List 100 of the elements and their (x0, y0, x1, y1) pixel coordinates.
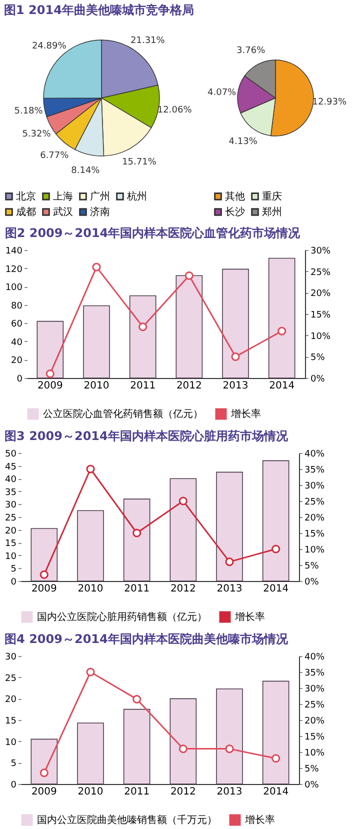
y2-tick-label: 15% (304, 732, 325, 742)
y-tick-label: 20 (5, 526, 17, 536)
y2-tick-label: 10% (310, 332, 331, 342)
y2-tick-label: 0% (304, 780, 320, 790)
legend-label: 增长率 (230, 408, 261, 420)
bar (170, 698, 197, 784)
y2-tick-label: 20% (304, 716, 325, 726)
bar (216, 688, 243, 784)
legend-label: 济南 (90, 206, 110, 218)
y-tick-label: 50 (5, 450, 17, 460)
y-tick-label: 15 (5, 716, 16, 726)
y-tick-label: 10 (5, 552, 17, 562)
legend-label: 武汉 (53, 206, 73, 218)
chart-title: 图4 2009～2014年国内样本医院曲美他嗪市场情况 (4, 632, 289, 646)
x-tick-label: 2012 (170, 584, 196, 594)
point (40, 768, 48, 778)
x-tick-label: 2013 (216, 584, 242, 594)
legend-label: 增长率 (244, 814, 275, 826)
y-tick-label: 5 (10, 759, 16, 770)
bar (216, 472, 243, 582)
data-label: 5.18% (14, 106, 44, 116)
x-tick-label: 2010 (84, 380, 110, 392)
y-tick-label: 30 (5, 500, 17, 511)
bar (262, 460, 290, 582)
y2-tick-label: 35% (304, 466, 325, 476)
x-tick-label: 2010 (78, 786, 104, 798)
y2-tick-label: 5% (304, 764, 320, 774)
y-tick-label: 0 (16, 374, 23, 384)
x-tick-label: 2014 (263, 786, 289, 798)
legend-label: 重庆 (262, 190, 282, 202)
legend-label: 杭州 (126, 190, 147, 202)
x-tick-label: 2012 (170, 786, 196, 798)
y2-tick-label: 0% (304, 578, 320, 588)
data-label: 4.07% (208, 88, 237, 98)
y2-tick-label: 30% (304, 684, 325, 694)
y2-tick-label: 20% (310, 289, 331, 300)
y-tick-label: 120 (5, 264, 23, 275)
point (231, 352, 240, 361)
data-label: 21.31% (130, 36, 166, 46)
bar (36, 320, 64, 378)
y2-tick-label: 5% (304, 562, 320, 572)
y-tick-label: 0 (10, 578, 17, 588)
data-label: 8.14% (71, 166, 100, 176)
y2-tick-label: 10% (304, 546, 325, 556)
y-tick-label: 10 (5, 738, 17, 748)
data-label: 4.13% (228, 137, 258, 148)
legend-label: 国内公立医院曲美他嗪销售额（千万元） (37, 814, 217, 826)
chart-title: 图1 2014年曲美他嗪城市竞争格局 (4, 3, 194, 17)
point (178, 744, 188, 754)
chart-title: 图2 2009～2014年国内样本医院心血管化药市场情况 (4, 226, 302, 240)
point (225, 558, 234, 566)
point (92, 262, 101, 272)
bar (176, 275, 203, 378)
legend-label: 增长率 (234, 611, 265, 623)
bar (77, 722, 104, 784)
point (86, 668, 95, 676)
y2-tick-label: 10% (304, 748, 325, 758)
y2-tick-label: 15% (304, 530, 325, 540)
bar (30, 738, 58, 784)
y-tick-label: 25 (5, 514, 16, 524)
y-tick-label: 15 (5, 539, 16, 550)
point (46, 369, 54, 378)
y2-tick-label: 0% (310, 374, 326, 384)
y-tick-label: 140 (5, 246, 23, 256)
x-tick-label: 2013 (216, 786, 242, 798)
y2-tick-label: 25% (304, 498, 325, 508)
y-tick-label: 30 (5, 652, 17, 662)
y-tick-label: 0 (10, 780, 17, 790)
data-label: 12.06% (157, 106, 192, 116)
point (178, 496, 188, 506)
legend-label: 广州 (90, 190, 110, 202)
bar (170, 478, 197, 582)
y-tick-label: 40 (5, 475, 17, 486)
x-tick-label: 2011 (124, 584, 150, 594)
point (278, 326, 286, 336)
y2-tick-label: 5% (310, 353, 326, 364)
y2-tick-label: 30% (310, 246, 331, 256)
y2-tick-label: 35% (304, 668, 325, 678)
y-tick-label: 45 (5, 462, 16, 472)
legend-label: 长沙 (225, 206, 245, 218)
x-tick-label: 2011 (130, 380, 156, 392)
legend-label: 上海 (53, 190, 73, 202)
legend-label: 国内公立医院心脏用药销售额（亿元） (37, 611, 207, 623)
y-tick-label: 5 (10, 564, 16, 575)
data-label: 15.71% (122, 158, 157, 168)
point (225, 744, 234, 754)
legend-label: 成都 (16, 206, 36, 218)
x-tick-label: 2014 (263, 584, 289, 594)
data-label: 3.76% (236, 46, 266, 56)
x-tick-label: 2014 (269, 380, 295, 392)
y-tick-label: 35 (5, 488, 16, 498)
point (272, 544, 280, 554)
x-tick-label: 2009 (37, 380, 63, 392)
point (86, 464, 95, 474)
y2-tick-label: 15% (310, 310, 331, 320)
x-tick-label: 2011 (124, 786, 150, 798)
data-label: 24.89% (32, 42, 67, 52)
point (40, 570, 48, 579)
point (132, 694, 142, 704)
legend-label: 北京 (16, 190, 36, 202)
